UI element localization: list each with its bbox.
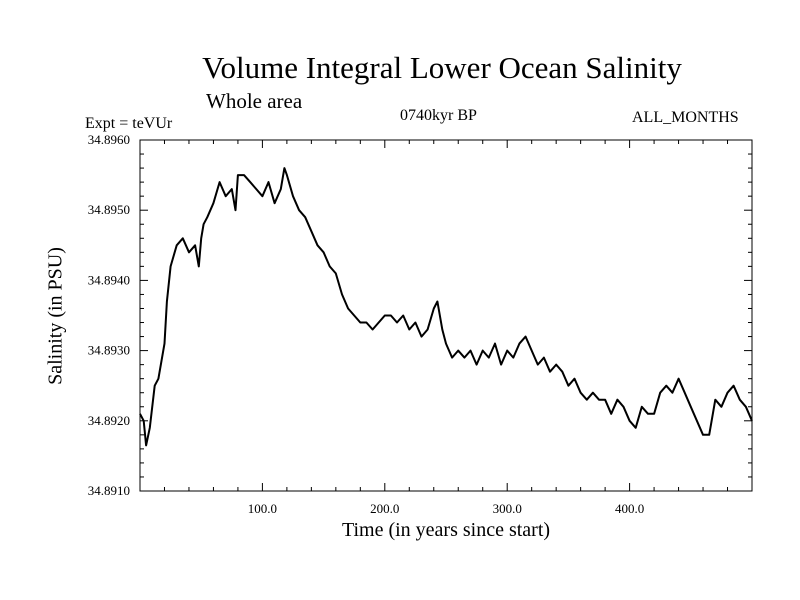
y-tick-label: 34.8950 [88,202,130,217]
tick-group [140,140,752,491]
x-tick-label: 400.0 [615,501,644,516]
chart-subtitle: Whole area [206,89,303,113]
x-tick-label: 300.0 [493,501,522,516]
x-tick-label: 200.0 [370,501,399,516]
y-tick-label: 34.8930 [88,343,130,358]
y-tick-label: 34.8940 [88,272,130,287]
y-axis-label: Salinity (in PSU) [44,247,67,385]
period-label: 0740kyr BP [400,107,477,124]
y-tick-label: 34.8910 [88,483,130,498]
y-tick-label: 34.8960 [88,132,130,147]
y-tick-label: 34.8920 [88,413,130,428]
plot-frame [139,139,753,492]
x-tick-label: 100.0 [248,501,277,516]
tick-label-group: 100.0 200.0 300.0 400.0 34.8910 34.8920 34.893… [88,132,644,516]
months-label: ALL_MONTHS [632,109,739,126]
experiment-label: Expt = teVUr [85,115,173,132]
x-axis-label: Time (in years since start) [341,519,551,541]
chart-title: Volume Integral Lower Ocean Salinity [202,50,682,85]
series-line [139,167,753,447]
